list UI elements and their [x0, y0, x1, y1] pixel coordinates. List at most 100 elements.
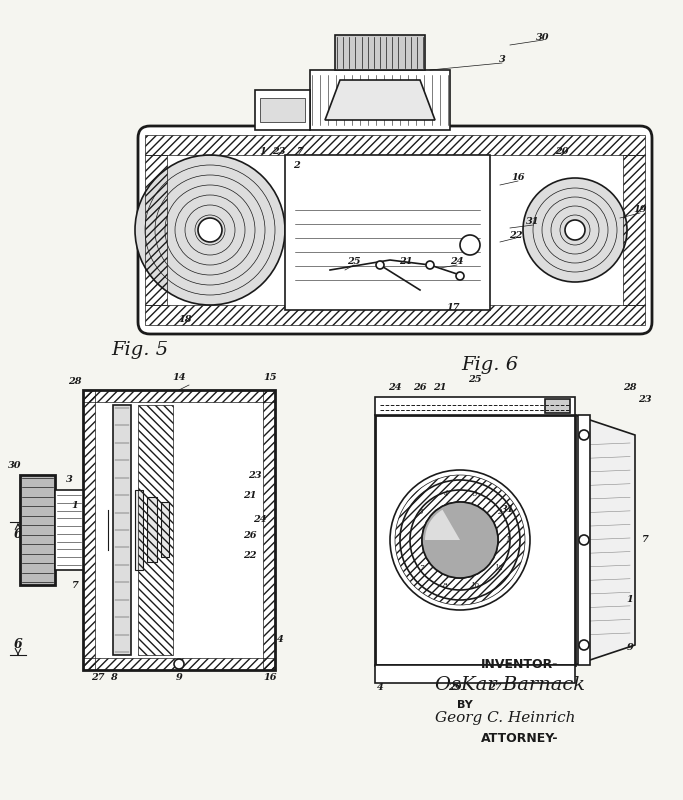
Text: 7: 7	[72, 581, 79, 590]
Wedge shape	[425, 510, 460, 540]
Text: 31: 31	[501, 506, 515, 514]
Bar	[310, 70, 450, 130]
Text: 16: 16	[512, 174, 525, 182]
Text: 28: 28	[68, 378, 82, 386]
Text: 4: 4	[277, 635, 283, 645]
Text: 21: 21	[433, 382, 447, 391]
Circle shape	[460, 235, 480, 255]
Polygon shape	[575, 415, 635, 665]
Text: 8: 8	[110, 674, 116, 682]
Text: Fig. 5: Fig. 5	[111, 341, 169, 359]
Text: 9: 9	[626, 642, 633, 651]
Text: 28: 28	[624, 382, 637, 391]
Circle shape	[579, 430, 589, 440]
Bar	[335, 35, 425, 70]
Text: 24: 24	[253, 515, 267, 525]
Bar	[83, 390, 275, 402]
Text: 23: 23	[273, 147, 285, 157]
Text: 10: 10	[471, 582, 479, 590]
Text: 7: 7	[296, 147, 303, 157]
Circle shape	[174, 659, 184, 669]
Text: BY: BY	[457, 700, 473, 710]
Text: 1: 1	[260, 147, 266, 157]
Bar	[135, 490, 143, 570]
Circle shape	[579, 640, 589, 650]
Text: 1: 1	[505, 536, 510, 544]
Text: 24: 24	[450, 258, 464, 266]
Polygon shape	[325, 80, 435, 120]
Bar	[263, 390, 275, 670]
Text: 20: 20	[555, 147, 569, 157]
Bar	[578, 415, 590, 665]
Bar	[161, 502, 169, 557]
Text: 25: 25	[469, 375, 482, 385]
Bar	[20, 475, 55, 585]
Text: 29: 29	[448, 682, 462, 691]
Text: 1: 1	[72, 501, 79, 510]
Bar	[83, 658, 275, 670]
Bar	[255, 90, 310, 130]
Text: 8: 8	[443, 582, 447, 590]
Text: OsKar Barnack: OsKar Barnack	[435, 676, 585, 694]
Bar	[138, 405, 173, 655]
Text: Georg C. Heinrich: Georg C. Heinrich	[435, 711, 575, 725]
Text: 27: 27	[488, 682, 502, 691]
Text: 1: 1	[626, 595, 633, 605]
Text: INVENTOR-: INVENTOR-	[482, 658, 559, 671]
Text: 26: 26	[413, 382, 427, 391]
Bar	[285, 155, 490, 310]
Bar	[145, 135, 645, 155]
Circle shape	[565, 220, 585, 240]
Text: 6: 6	[14, 529, 23, 542]
Text: 21: 21	[243, 490, 257, 499]
Text: ATTORNEY-: ATTORNEY-	[482, 731, 559, 745]
Circle shape	[422, 502, 498, 578]
Circle shape	[579, 535, 589, 545]
Text: 2: 2	[292, 161, 299, 170]
Text: 22: 22	[510, 230, 522, 239]
Text: 24: 24	[388, 382, 402, 391]
Text: 7: 7	[419, 564, 423, 572]
Text: 12: 12	[494, 564, 503, 572]
Text: 22: 22	[243, 550, 257, 559]
Circle shape	[456, 272, 464, 280]
Text: 3: 3	[473, 490, 477, 498]
Circle shape	[135, 155, 285, 305]
Text: 2: 2	[497, 508, 501, 516]
Bar	[83, 390, 95, 670]
Bar	[113, 405, 131, 655]
Text: 6: 6	[14, 638, 23, 651]
Text: 7: 7	[641, 535, 648, 545]
Bar	[375, 415, 575, 665]
Text: 4: 4	[376, 682, 383, 691]
Circle shape	[523, 178, 627, 282]
Circle shape	[426, 261, 434, 269]
Text: 25: 25	[347, 258, 361, 266]
Bar	[260, 98, 305, 122]
Bar	[145, 155, 167, 305]
Bar	[375, 397, 575, 415]
Text: Fig. 6: Fig. 6	[462, 356, 518, 374]
Text: 5: 5	[419, 508, 423, 516]
Bar	[375, 665, 575, 683]
Text: 21: 21	[400, 258, 413, 266]
Bar	[83, 390, 275, 670]
Text: 15: 15	[263, 374, 277, 382]
Text: 14: 14	[172, 374, 186, 382]
Text: 31: 31	[526, 218, 540, 226]
Bar	[147, 497, 157, 562]
Bar	[145, 305, 645, 325]
Text: 30: 30	[536, 33, 550, 42]
Text: 9: 9	[176, 674, 182, 682]
Text: 26: 26	[243, 530, 257, 539]
Bar	[623, 155, 645, 305]
Circle shape	[198, 218, 222, 242]
Text: 27: 27	[92, 674, 104, 682]
Text: 3: 3	[66, 475, 72, 485]
Text: 18: 18	[178, 315, 192, 325]
FancyBboxPatch shape	[138, 126, 652, 334]
Bar	[545, 399, 570, 413]
Text: 23: 23	[638, 395, 652, 405]
Text: 30: 30	[8, 461, 22, 470]
Text: 17: 17	[446, 303, 460, 313]
